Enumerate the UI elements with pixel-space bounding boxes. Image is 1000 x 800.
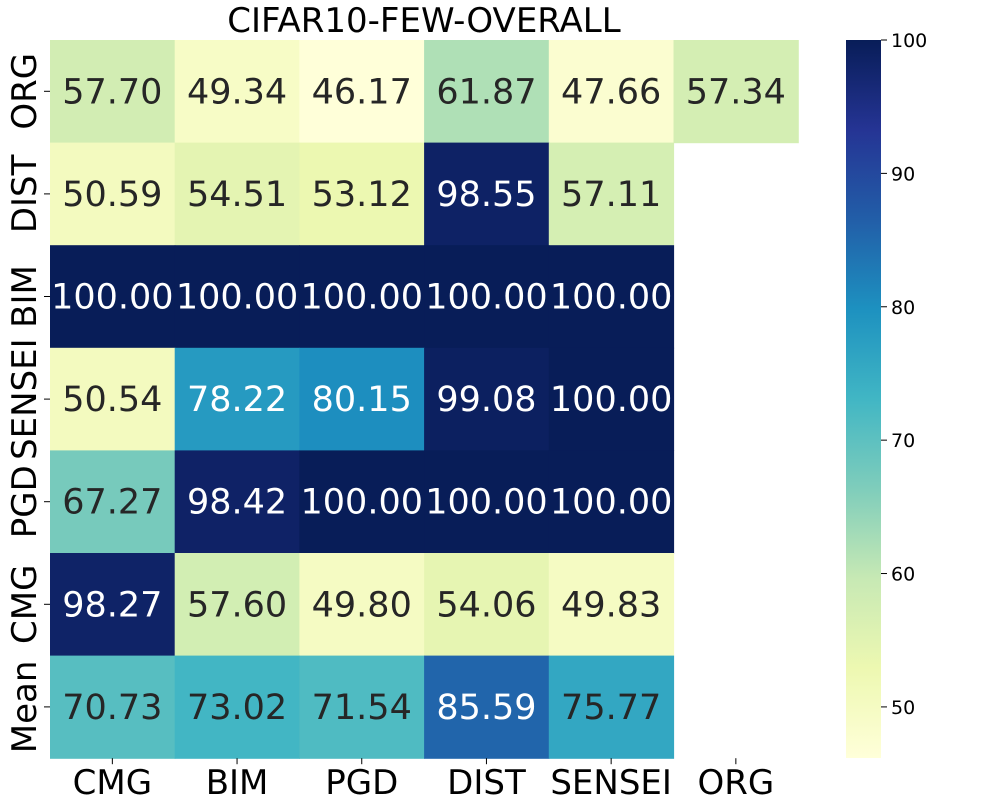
heatmap-cell <box>299 245 425 349</box>
cell-value-label: 61.87 <box>436 72 536 112</box>
heatmap-cell <box>174 347 300 451</box>
cell-value-label: 57.34 <box>686 72 786 112</box>
colorbar-gradient <box>846 40 881 758</box>
cell-value-label: 71.54 <box>312 688 412 728</box>
cell-value-label: 50.59 <box>62 175 162 215</box>
cell-value-label: 57.11 <box>561 175 661 215</box>
colorbar-tick-label: 80 <box>891 297 915 319</box>
cell-value-label: 47.66 <box>561 72 661 112</box>
x-tick-label: BIM <box>206 763 269 800</box>
cell-value-label: 99.08 <box>436 380 536 420</box>
colorbar: 50 60 70 80 90 100 <box>846 30 927 758</box>
heatmap-cell <box>174 245 300 349</box>
x-tick-label: ORG <box>697 763 774 800</box>
cell-value-label: 54.51 <box>187 175 287 215</box>
heatmap-cell <box>424 142 550 246</box>
heatmap-cell <box>299 40 425 144</box>
cell-value-label: 49.83 <box>561 585 661 625</box>
cell-value-label: 46.17 <box>312 72 412 112</box>
y-tick-label: CMG <box>5 565 45 644</box>
cell-value-label: 57.70 <box>62 72 162 112</box>
cell-value-label: 100.00 <box>301 483 423 523</box>
heatmap-cell <box>174 450 300 554</box>
heatmap-cell <box>50 450 176 554</box>
heatmap-cell <box>299 347 425 451</box>
cell-value-label: 54.06 <box>436 585 536 625</box>
x-tick-labels: CMG BIM PGD DIST SENSEI ORG <box>73 758 774 800</box>
y-tick-label: DIST <box>5 154 45 233</box>
heatmap-cell <box>424 450 550 554</box>
heatmap-cell <box>548 450 675 554</box>
y-tick-label: PGD <box>5 465 45 538</box>
cell-value-label: 100.00 <box>550 380 672 420</box>
heatmap-cell <box>424 655 550 759</box>
y-tick-label: SENSEI <box>5 338 45 460</box>
heatmap-cells: 57.70 49.34 46.17 61.87 47.66 57.34 50.59 54.51… <box>50 40 799 759</box>
cell-value-label: 98.42 <box>187 483 287 523</box>
cell-value-label: 98.55 <box>436 175 536 215</box>
cell-value-label: 50.54 <box>62 380 162 420</box>
colorbar-tick-label: 70 <box>891 430 915 452</box>
heatmap-cell <box>174 553 300 657</box>
heatmap-cell <box>50 245 176 349</box>
x-tick-label: DIST <box>447 763 526 800</box>
cell-value-label: 100.00 <box>425 483 547 523</box>
cell-value-label: 57.60 <box>187 585 287 625</box>
cell-value-label: 100.00 <box>301 278 423 318</box>
heatmap-cell <box>299 655 425 759</box>
cell-value-label: 73.02 <box>187 688 287 728</box>
x-tick-label: CMG <box>73 763 152 800</box>
heatmap-cell <box>548 553 675 657</box>
x-tick-label: PGD <box>325 763 398 800</box>
heatmap-cell <box>673 40 799 144</box>
heatmap-cell <box>424 245 550 349</box>
heatmap-cell <box>50 347 176 451</box>
cell-value-label: 100.00 <box>176 278 298 318</box>
heatmap-cell <box>50 553 176 657</box>
cell-value-label: 49.34 <box>187 72 287 112</box>
heatmap-cell <box>299 553 425 657</box>
colorbar-tick-label: 90 <box>891 163 915 185</box>
y-tick-label: Mean <box>5 661 45 754</box>
x-tick-label: SENSEI <box>550 763 672 800</box>
cell-value-label: 100.00 <box>425 278 547 318</box>
heatmap-cell <box>424 553 550 657</box>
heatmap-cell <box>174 655 300 759</box>
heatmap-cell <box>174 142 300 246</box>
colorbar-tick-label: 100 <box>891 30 927 52</box>
cell-value-label: 100.00 <box>550 278 672 318</box>
cell-value-label: 100.00 <box>51 278 173 318</box>
heatmap-cell <box>299 450 425 554</box>
y-tick-label: BIM <box>5 265 45 328</box>
heatmap-cell <box>548 347 675 451</box>
heatmap-cell <box>548 40 675 144</box>
cell-value-label: 53.12 <box>312 175 412 215</box>
colorbar-tick-label: 50 <box>891 697 915 719</box>
colorbar-tick-label: 60 <box>891 564 915 586</box>
heatmap-cell <box>299 142 425 246</box>
cell-value-label: 67.27 <box>62 483 162 523</box>
heatmap-cell <box>548 142 675 246</box>
cell-value-label: 70.73 <box>62 688 162 728</box>
cell-value-label: 49.80 <box>312 585 412 625</box>
heatmap-cell <box>424 40 550 144</box>
cell-value-label: 98.27 <box>62 585 162 625</box>
cell-value-label: 85.59 <box>436 688 536 728</box>
cell-value-label: 100.00 <box>550 483 672 523</box>
heatmap-cell <box>424 347 550 451</box>
heatmap-cell <box>174 40 300 144</box>
heatmap-cell <box>50 655 176 759</box>
heatmap-cell <box>548 245 675 349</box>
cell-value-label: 75.77 <box>561 688 661 728</box>
y-tick-label: ORG <box>5 53 45 130</box>
y-tick-labels: ORG DIST BIM SENSEI PGD CMG Mean <box>5 53 50 753</box>
cell-value-label: 78.22 <box>187 380 287 420</box>
heatmap-cell <box>548 655 675 759</box>
chart-title: CIFAR10-FEW-OVERALL <box>227 1 620 41</box>
heatmap-cell <box>50 142 176 246</box>
cell-value-label: 80.15 <box>312 380 412 420</box>
heatmap-cell <box>50 40 176 144</box>
